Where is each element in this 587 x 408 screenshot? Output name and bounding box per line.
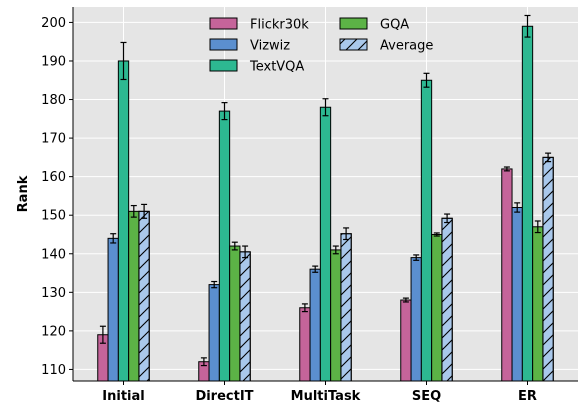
bar bbox=[299, 307, 311, 382]
y-tick-label: 120 bbox=[41, 324, 66, 339]
legend-label: Vizwiz bbox=[250, 39, 290, 54]
bar bbox=[330, 249, 342, 382]
bar bbox=[208, 284, 220, 382]
legend-swatch bbox=[339, 17, 368, 30]
legend-swatch bbox=[209, 59, 238, 72]
legend-swatch-hatch bbox=[339, 38, 368, 51]
bar bbox=[218, 110, 231, 382]
y-tick-label: 150 bbox=[41, 209, 66, 224]
x-category-label: Initial bbox=[102, 389, 144, 404]
bar-hatch bbox=[138, 210, 150, 382]
y-tick-label: 180 bbox=[41, 93, 66, 108]
bar bbox=[400, 299, 412, 382]
y-tick-label: 110 bbox=[41, 363, 66, 378]
bar bbox=[521, 25, 534, 382]
y-axis-title: Rank bbox=[16, 175, 31, 212]
bar bbox=[128, 210, 140, 382]
y-tick-label: 190 bbox=[41, 54, 66, 69]
bar bbox=[431, 233, 443, 382]
bar-hatch bbox=[441, 217, 453, 382]
x-category-label: DirectIT bbox=[195, 389, 253, 404]
y-tick-label: 140 bbox=[41, 247, 66, 262]
bar bbox=[501, 168, 513, 382]
bar-hatch bbox=[340, 233, 352, 382]
y-tick-label: 170 bbox=[41, 132, 66, 147]
bar bbox=[309, 268, 321, 382]
bar-hatch bbox=[542, 156, 554, 382]
x-category-label: ER bbox=[518, 389, 537, 404]
bar bbox=[511, 206, 523, 382]
x-axis: Initial DirectIT MultiTask SEQ ER bbox=[73, 380, 578, 404]
bar bbox=[107, 237, 119, 382]
legend: Flickr30k GQA Vizwiz Average TextVQA bbox=[209, 17, 433, 75]
y-axis: 110 120 130 140 150 160 170 180 190 200 bbox=[41, 7, 74, 381]
bar bbox=[410, 257, 422, 382]
legend-label: TextVQA bbox=[249, 60, 304, 75]
legend-swatch bbox=[209, 17, 238, 30]
legend-label: GQA bbox=[380, 18, 409, 33]
legend-swatch bbox=[209, 38, 238, 51]
bar bbox=[229, 245, 241, 382]
bar bbox=[420, 79, 433, 382]
error-bars bbox=[99, 14, 552, 367]
legend-label: Average bbox=[380, 39, 433, 54]
bar bbox=[117, 60, 130, 382]
y-tick-label: 130 bbox=[41, 286, 66, 301]
y-tick-label: 200 bbox=[41, 16, 66, 31]
bar bbox=[532, 226, 544, 382]
bar-hatch bbox=[239, 251, 251, 382]
bar bbox=[319, 106, 332, 382]
x-category-label: SEQ bbox=[412, 389, 441, 404]
x-category-label: MultiTask bbox=[291, 389, 361, 404]
legend-label: Flickr30k bbox=[250, 18, 309, 33]
y-tick-label: 160 bbox=[41, 170, 66, 185]
